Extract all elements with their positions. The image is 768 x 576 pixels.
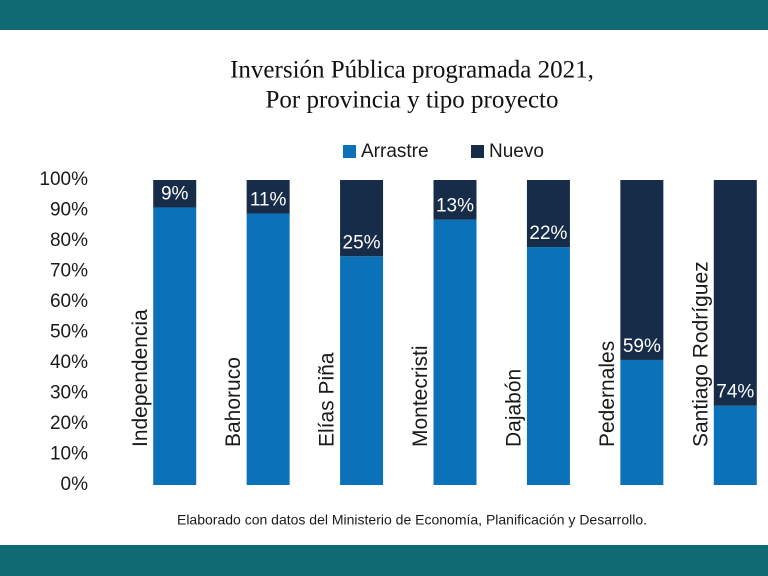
y-tick-label: 0% (61, 474, 89, 495)
value-label: 13% (436, 196, 474, 217)
y-tick-label: 20% (50, 413, 88, 434)
y-tick-label: 10% (50, 444, 88, 465)
category-label: Santiago Rodríguez (689, 261, 712, 447)
bar-segment (153, 180, 197, 208)
y-tick-label: 30% (50, 383, 88, 404)
legend-label: Arrastre (361, 141, 429, 162)
bar-segment (246, 213, 290, 486)
bottom-band (0, 545, 768, 576)
bar-segment (620, 180, 664, 360)
bar-segment (340, 180, 384, 257)
chart-title: Inversión Pública programada 2021, (230, 57, 594, 84)
y-tick-label: 40% (50, 352, 88, 373)
bar-segment (433, 180, 477, 220)
bar-segment (526, 180, 570, 248)
value-label: 59% (623, 336, 661, 357)
source-note: Elaborado con datos del Ministerio de Ec… (177, 512, 647, 528)
y-tick-label: 80% (50, 230, 88, 251)
chart-title: Por provincia y tipo proyecto (266, 87, 559, 114)
value-label: 74% (716, 382, 754, 403)
value-label: 9% (161, 183, 189, 204)
category-label: Independencia (129, 309, 152, 447)
legend-label: Nuevo (489, 141, 544, 162)
y-tick-label: 90% (50, 200, 88, 221)
legend-swatch (471, 145, 484, 158)
bar-segment (713, 180, 757, 406)
value-label: 11% (250, 190, 287, 211)
top-band (0, 0, 768, 30)
bar-segment (246, 180, 290, 214)
bar-segment (526, 247, 570, 485)
y-tick-label: 50% (50, 322, 88, 343)
category-label: Montecristi (409, 345, 432, 447)
category-label: Elías Piña (316, 352, 339, 447)
y-tick-label: 70% (50, 261, 88, 282)
bar-segment (433, 219, 477, 485)
legend-swatch (343, 145, 356, 158)
bar-segment (620, 359, 664, 485)
category-label: Dajabón (502, 369, 525, 447)
bar-segment (713, 405, 757, 485)
y-tick-label: 60% (50, 291, 88, 312)
category-label: Bahoruco (222, 357, 245, 447)
value-label: 25% (343, 232, 381, 253)
y-tick-label: 100% (39, 169, 88, 190)
value-label: 22% (529, 223, 567, 244)
category-label: Pedernales (596, 341, 619, 447)
bar-segment (153, 207, 197, 485)
bar-segment (340, 256, 384, 485)
